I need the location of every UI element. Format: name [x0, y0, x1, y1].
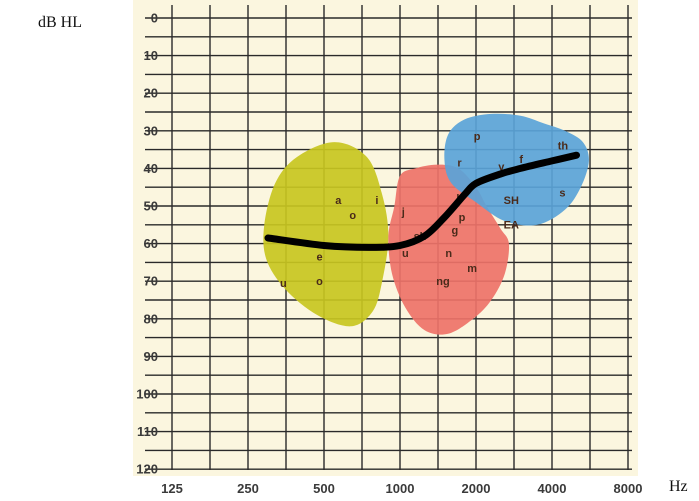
- phoneme-label: u: [402, 248, 409, 260]
- phoneme-label: i: [375, 195, 378, 207]
- phoneme-label: ng: [436, 276, 449, 288]
- phoneme-label: s: [559, 188, 565, 200]
- phoneme-label: p: [474, 131, 481, 143]
- x-tick-label: 250: [237, 481, 259, 496]
- phoneme-label: f: [519, 154, 523, 166]
- x-tick-label: 125: [161, 481, 183, 496]
- phoneme-label: u: [280, 278, 287, 290]
- region-mid-frequency: [388, 164, 510, 335]
- y-tick-label: 10: [144, 48, 158, 63]
- region-low-frequency: [263, 142, 389, 327]
- y-tick-label: 70: [144, 274, 158, 289]
- y-tick-label: 90: [144, 349, 158, 364]
- y-axis-unit-label: dB HL: [38, 14, 82, 31]
- y-tick-labels: 0 10 20 30 40 50 60 70 80 90 100 110 120: [136, 11, 158, 477]
- x-tick-label: 4000: [538, 481, 567, 496]
- x-tick-label: 8000: [614, 481, 643, 496]
- phoneme-label: a: [335, 195, 342, 207]
- y-tick-label: 0: [151, 11, 158, 26]
- phoneme-label: o: [349, 210, 356, 222]
- y-tick-label: 30: [144, 123, 158, 138]
- y-tick-label: 50: [144, 199, 158, 214]
- phoneme-label: e: [316, 252, 322, 264]
- phoneme-label: y: [498, 161, 505, 173]
- x-axis-unit-label: Hz: [669, 478, 688, 495]
- phoneme-label: n: [445, 248, 452, 260]
- y-tick-label: 80: [144, 311, 158, 326]
- y-tick-label: 100: [136, 387, 158, 402]
- phoneme-label: th: [558, 141, 569, 153]
- y-tick-label: 110: [137, 424, 158, 439]
- phoneme-label: EA: [504, 220, 519, 232]
- phoneme-label: p: [459, 212, 466, 224]
- phoneme-label: j: [401, 206, 405, 218]
- y-tick-label: 120: [136, 462, 158, 477]
- phoneme-label: g: [452, 225, 459, 237]
- y-tick-label: 20: [144, 86, 158, 101]
- phoneme-label: r: [457, 158, 462, 170]
- hearing-curve: [264, 151, 580, 251]
- x-tick-label: 2000: [462, 481, 491, 496]
- phoneme-label: o: [316, 276, 323, 288]
- hearing-curve-group: [264, 151, 580, 251]
- y-tick-label: 40: [144, 161, 158, 176]
- y-tick-label: 60: [144, 236, 158, 251]
- x-tick-label: 1000: [386, 481, 415, 496]
- x-tick-label: 500: [313, 481, 335, 496]
- phoneme-label: SH: [504, 195, 519, 207]
- phoneme-label: m: [467, 263, 477, 275]
- x-tick-labels: 125 250 500 1000 2000 4000 8000: [161, 481, 642, 496]
